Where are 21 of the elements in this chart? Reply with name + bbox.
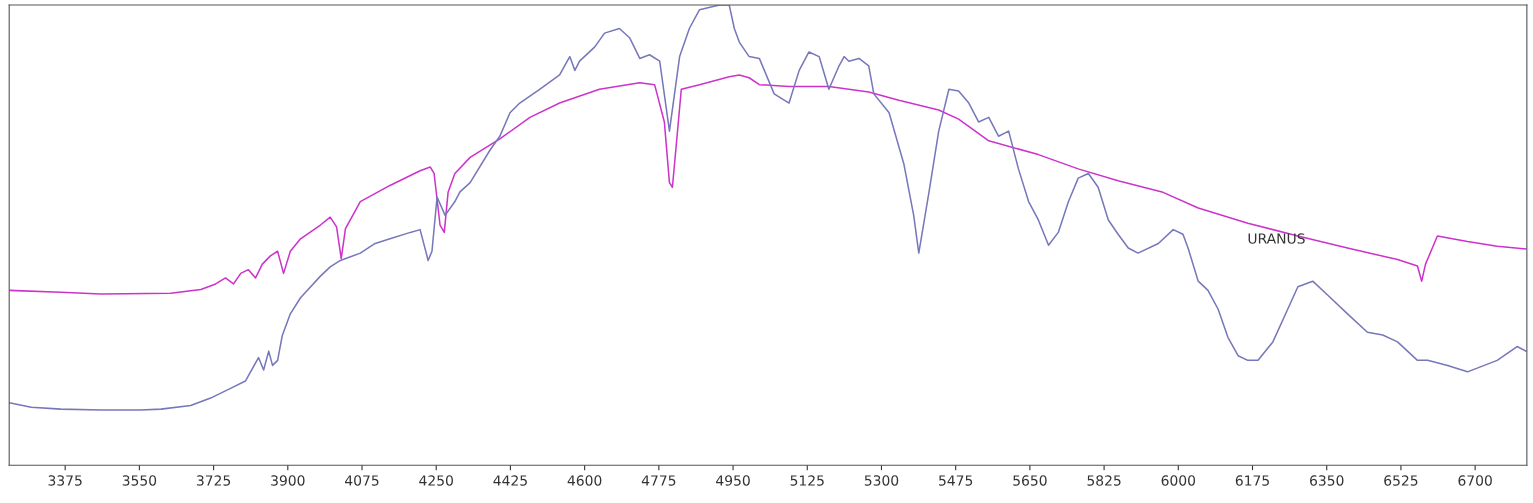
x-tick-label: 5650 [1013, 475, 1047, 486]
x-tick-label: 6000 [1161, 475, 1196, 486]
x-tick-label: 4075 [345, 475, 379, 486]
x-tick-label: 4775 [641, 475, 676, 486]
x-tick-label: 4950 [716, 475, 750, 486]
x-tick-label: 5825 [1087, 475, 1121, 486]
x-tick-label: 4600 [567, 475, 602, 486]
x-tick-label: 3375 [48, 475, 82, 486]
x-tick-label: 3900 [271, 475, 305, 486]
x-tick-label: 5300 [864, 475, 899, 486]
x-tick-label: 4250 [419, 475, 453, 486]
x-tick-label: 5475 [939, 475, 973, 486]
x-tick-label: 3550 [122, 475, 157, 486]
x-tick-label: 6700 [1458, 475, 1492, 486]
x-tick-label: 6350 [1310, 475, 1344, 486]
x-tick-label: 5125 [790, 475, 824, 486]
x-tick-label: 4425 [493, 475, 527, 486]
x-tick-label: 3725 [196, 475, 231, 486]
x-tick-label: 6525 [1384, 475, 1418, 486]
x-tick-label: 6175 [1235, 475, 1269, 486]
text: URANUS [1248, 233, 1305, 244]
